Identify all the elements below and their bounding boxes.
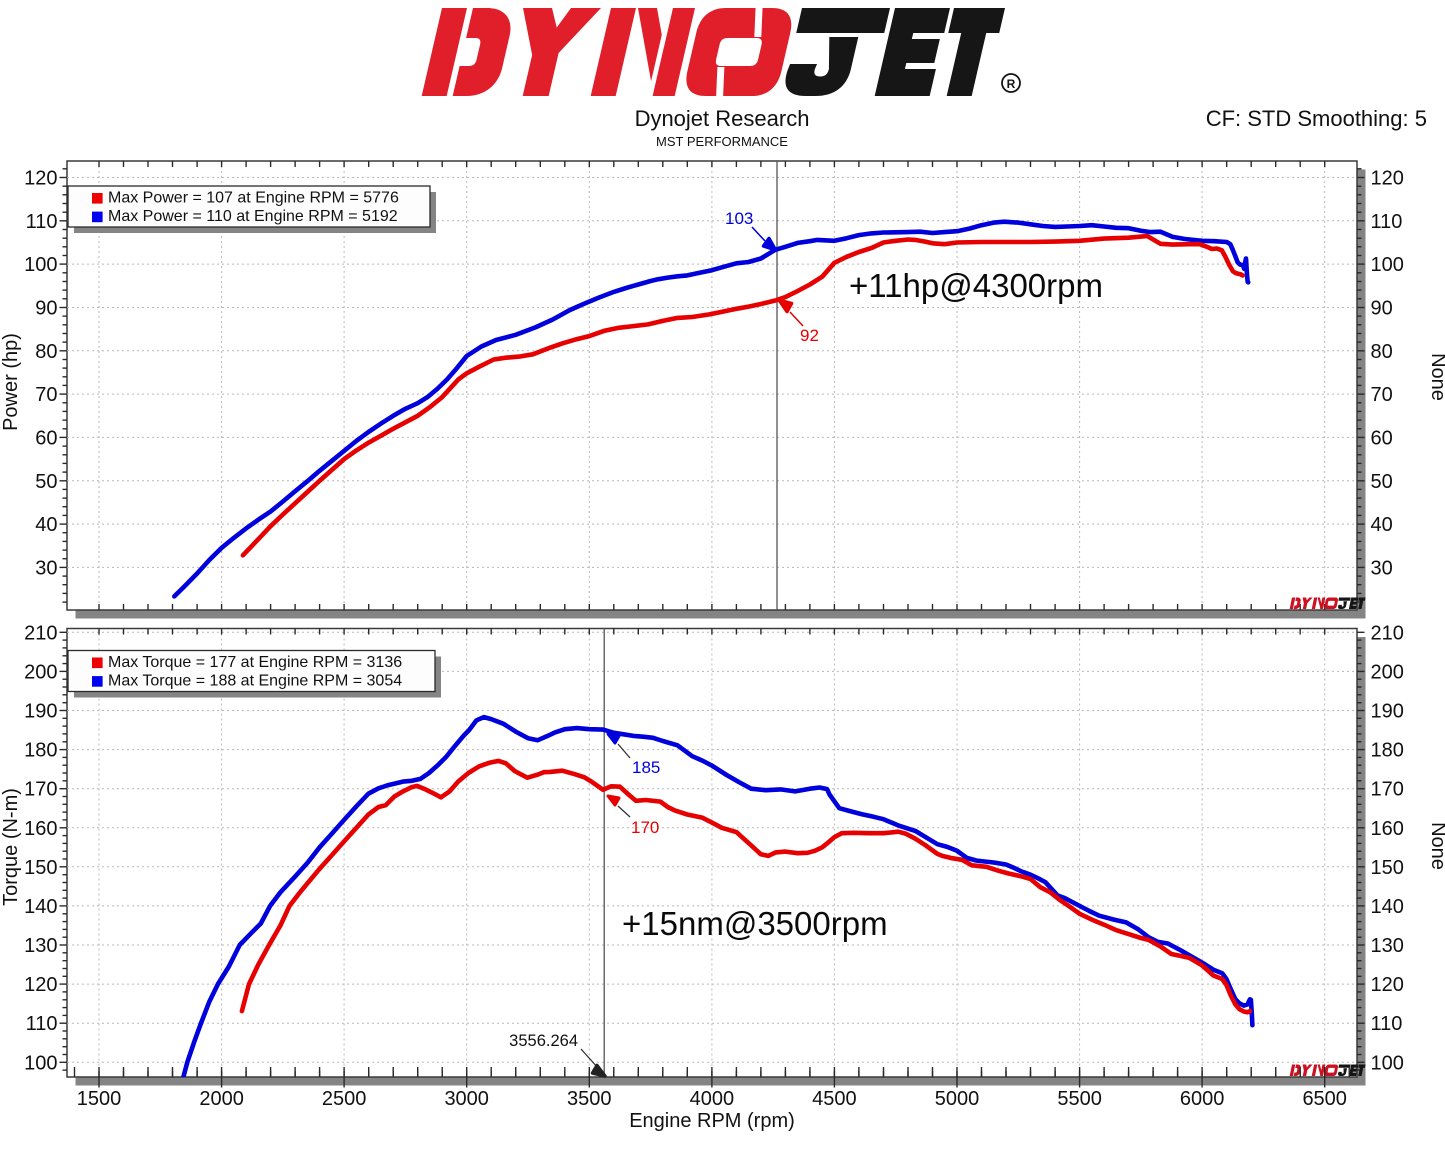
svg-text:140: 140 <box>1371 896 1404 918</box>
svg-text:92: 92 <box>800 326 819 345</box>
svg-text:200: 200 <box>1371 661 1404 683</box>
svg-text:120: 120 <box>24 168 57 190</box>
svg-text:210: 210 <box>1371 622 1404 644</box>
svg-text:170: 170 <box>631 818 659 837</box>
svg-text:30: 30 <box>35 557 57 579</box>
svg-text:5000: 5000 <box>935 1088 980 1110</box>
svg-text:110: 110 <box>1371 1013 1403 1035</box>
svg-text:140: 140 <box>24 896 57 918</box>
svg-text:40: 40 <box>1371 514 1393 536</box>
svg-text:3556.264: 3556.264 <box>509 1032 578 1050</box>
svg-text:185: 185 <box>632 758 660 777</box>
svg-text:Max Torque = 188 at Engine RPM: Max Torque = 188 at Engine RPM = 3054 <box>108 673 402 690</box>
svg-text:100: 100 <box>1371 254 1404 276</box>
svg-text:Torque (N-m): Torque (N-m) <box>0 788 22 906</box>
svg-text:100: 100 <box>1371 1052 1404 1074</box>
svg-text:Max Power = 110 at Engine RPM: Max Power = 110 at Engine RPM = 5192 <box>108 208 398 225</box>
svg-text:80: 80 <box>35 341 57 363</box>
svg-text:50: 50 <box>1371 471 1393 493</box>
svg-text:6500: 6500 <box>1302 1088 1347 1110</box>
svg-text:None: None <box>1427 353 1445 401</box>
svg-text:100: 100 <box>24 1052 57 1074</box>
svg-text:2000: 2000 <box>199 1088 244 1110</box>
svg-text:160: 160 <box>24 818 57 840</box>
svg-text:CF: STD Smoothing: 5: CF: STD Smoothing: 5 <box>1206 106 1427 131</box>
svg-text:110: 110 <box>26 211 58 233</box>
svg-text:150: 150 <box>1371 857 1404 879</box>
svg-text:200: 200 <box>24 661 57 683</box>
svg-text:170: 170 <box>1371 779 1404 801</box>
svg-text:103: 103 <box>725 209 753 228</box>
svg-text:Engine RPM (rpm): Engine RPM (rpm) <box>629 1110 795 1132</box>
svg-text:5500: 5500 <box>1057 1088 1102 1110</box>
svg-text:30: 30 <box>1371 557 1393 579</box>
svg-text:180: 180 <box>1371 740 1404 762</box>
svg-text:3500: 3500 <box>567 1088 612 1110</box>
svg-text:3000: 3000 <box>444 1088 489 1110</box>
svg-text:110: 110 <box>26 1013 58 1035</box>
svg-text:100: 100 <box>24 254 57 276</box>
svg-text:6000: 6000 <box>1180 1088 1225 1110</box>
svg-text:+11hp@4300rpm: +11hp@4300rpm <box>849 267 1103 304</box>
svg-text:70: 70 <box>1371 384 1393 406</box>
svg-text:210: 210 <box>24 622 57 644</box>
svg-text:40: 40 <box>35 514 57 536</box>
svg-text:Power (hp): Power (hp) <box>0 333 22 431</box>
svg-text:1500: 1500 <box>77 1088 122 1110</box>
svg-text:130: 130 <box>1371 935 1404 957</box>
svg-text:90: 90 <box>1371 298 1393 320</box>
svg-text:+15nm@3500rpm: +15nm@3500rpm <box>622 905 888 942</box>
svg-text:R: R <box>1007 77 1016 91</box>
svg-text:190: 190 <box>24 701 57 723</box>
svg-text:150: 150 <box>24 857 57 879</box>
svg-text:120: 120 <box>1371 168 1404 190</box>
svg-text:MST PERFORMANCE: MST PERFORMANCE <box>656 134 788 149</box>
svg-text:180: 180 <box>24 740 57 762</box>
svg-text:130: 130 <box>24 935 57 957</box>
svg-text:70: 70 <box>35 384 57 406</box>
svg-text:90: 90 <box>35 298 57 320</box>
svg-text:50: 50 <box>35 471 57 493</box>
svg-text:Max Torque = 177 at Engine RPM: Max Torque = 177 at Engine RPM = 3136 <box>108 654 402 671</box>
svg-text:60: 60 <box>35 427 57 449</box>
svg-text:160: 160 <box>1371 818 1404 840</box>
svg-text:2500: 2500 <box>322 1088 367 1110</box>
svg-text:60: 60 <box>1371 427 1393 449</box>
svg-text:Max Power = 107 at Engine RPM: Max Power = 107 at Engine RPM = 5776 <box>108 190 399 207</box>
svg-text:None: None <box>1427 822 1445 870</box>
svg-text:110: 110 <box>1371 211 1403 233</box>
svg-text:190: 190 <box>1371 701 1404 723</box>
svg-text:170: 170 <box>24 779 57 801</box>
svg-text:4000: 4000 <box>690 1088 735 1110</box>
svg-text:4500: 4500 <box>812 1088 857 1110</box>
svg-text:120: 120 <box>1371 974 1404 996</box>
svg-text:Dynojet Research: Dynojet Research <box>635 106 810 131</box>
svg-text:80: 80 <box>1371 341 1393 363</box>
svg-text:120: 120 <box>24 974 57 996</box>
